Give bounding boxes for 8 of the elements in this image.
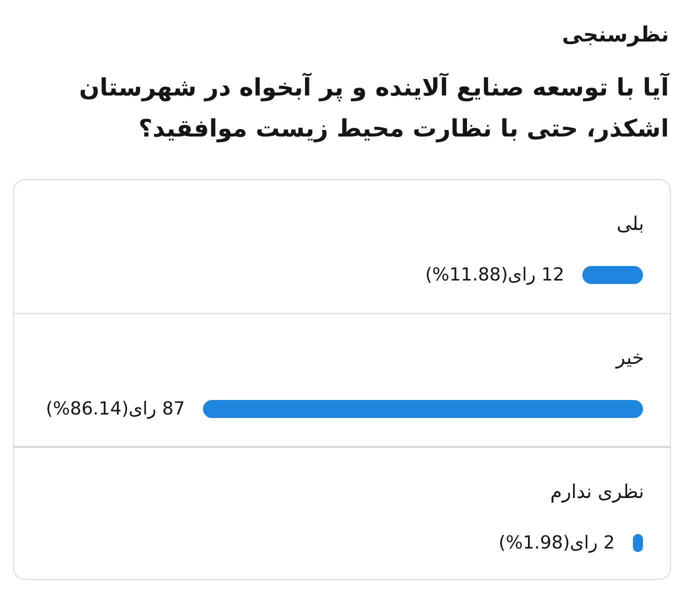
y-tick-label: خیر (615, 347, 644, 369)
y-tick-label: نظری ندارم (550, 481, 644, 503)
chart-subtitle: آیا با توسعه صنایع آلاینده و پر آبخواه در شهرستان اشکذر، حتی با نظارت محیط زیست موافقید؟ (79, 72, 670, 142)
chart-title: نظرسنجی (562, 22, 669, 48)
data-label: 12 رای(11.88%) (425, 264, 564, 286)
y-tick-label: بلی (616, 213, 644, 235)
data-label: 2 رای(1.98%) (498, 532, 615, 554)
data-label: 87 رای(86.14%) (46, 398, 185, 420)
